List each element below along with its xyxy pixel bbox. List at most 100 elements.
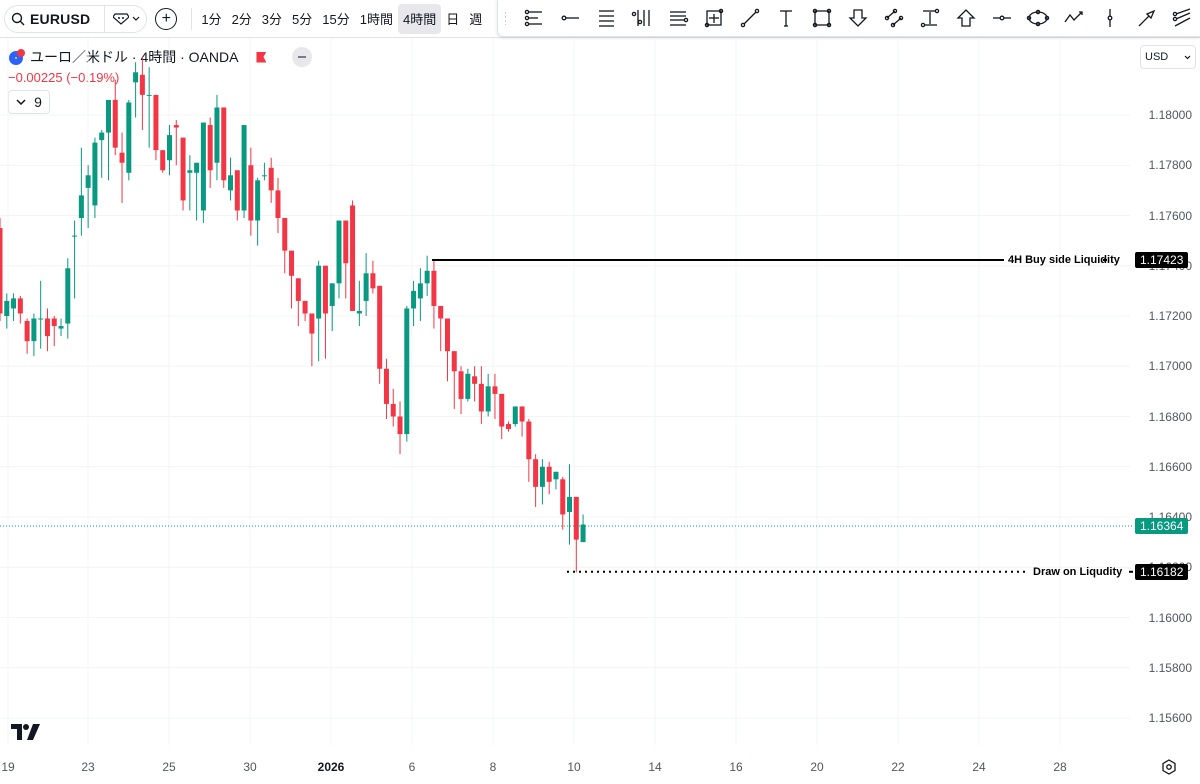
timeframe-1[interactable]: 2分 (231, 12, 252, 27)
timeframe-0[interactable]: 1分 (201, 12, 222, 27)
fib-channel-tool[interactable] (588, 2, 624, 34)
drawing-toolbar (497, 0, 1200, 37)
time-label: 2026 (317, 760, 345, 774)
drag-handle[interactable] (504, 11, 506, 25)
parallel-lines-icon (670, 11, 689, 26)
trend-channel-icon (524, 9, 542, 27)
add-symbol-button[interactable]: + (155, 7, 178, 30)
price-label: 1.17000 (1148, 359, 1192, 374)
date-price-range-icon (920, 8, 940, 28)
drawing-tools (516, 2, 1200, 34)
settings-icon[interactable] (1161, 759, 1177, 775)
fib-fan-icon (1172, 8, 1191, 27)
timeframe-7[interactable]: 日 (446, 12, 460, 27)
symbol-search[interactable]: EURUSD (4, 4, 148, 33)
draw-on-liquidity-label[interactable]: Draw on Liqudity (1033, 566, 1123, 578)
horizontal-line-tool[interactable] (984, 2, 1020, 34)
ellipse-icon (1026, 9, 1050, 27)
price-label: 1.16800 (1148, 409, 1192, 424)
price-label: 1.15600 (1148, 711, 1192, 725)
arrow-icon (1138, 9, 1156, 27)
price-change: −0.00225 (−0.19%) (8, 70, 120, 85)
vertical-line-tool[interactable] (1092, 2, 1128, 34)
price-label: 1.17800 (1148, 158, 1192, 173)
trend-channel-tool[interactable] (516, 2, 552, 34)
timeframe-5[interactable]: 1時間 (359, 12, 393, 27)
hide-legend-button[interactable] (292, 47, 313, 67)
price-label: 1.16000 (1148, 610, 1192, 625)
timeframe-2[interactable]: 3分 (261, 12, 283, 27)
timeframe-4[interactable]: 15分 (322, 12, 350, 27)
timeframe-8[interactable]: 週 (469, 12, 483, 27)
fib-fan-tool[interactable] (1164, 2, 1200, 34)
divider (104, 4, 106, 33)
arrow-tool[interactable] (1128, 2, 1164, 34)
time-label: 10 (567, 760, 581, 774)
path-tool[interactable] (1056, 2, 1092, 34)
arrow-up-icon (956, 9, 976, 27)
last-price-tag: 1.16364 (1135, 518, 1189, 534)
rectangle-tool[interactable] (804, 2, 840, 34)
time-label: 16 (729, 760, 743, 774)
compare-menu-button[interactable] (113, 12, 140, 25)
fib-channel-icon (599, 10, 614, 27)
parallel-lines-tool[interactable] (660, 2, 696, 34)
date-price-range-tool[interactable] (912, 2, 948, 34)
trend-line-icon (740, 8, 760, 28)
rectangle-projection-tool[interactable] (696, 2, 732, 34)
pitchfork-icon (631, 10, 650, 26)
divider (191, 7, 193, 30)
horizontal-ray-tool[interactable] (552, 2, 588, 34)
rectangle-icon (812, 8, 832, 28)
time-label: 24 (972, 760, 986, 774)
currency-select[interactable]: USD (1140, 45, 1196, 69)
time-label: 14 (648, 760, 662, 774)
draw-on-price-tag: 1.16182 (1135, 564, 1189, 580)
trend-line-tool[interactable] (732, 2, 768, 34)
rectangle-projection-icon (704, 8, 724, 28)
price-label: 1.18000 (1148, 108, 1192, 122)
eu-us-flag-icon (9, 49, 25, 65)
plus-icon: + (161, 9, 171, 27)
time-label: 25 (162, 760, 176, 774)
legend-title[interactable]: ユーロ／米ドル · 4時間 · OANDA (30, 49, 239, 65)
arrow-down-tool[interactable] (840, 2, 876, 34)
price-label: 1.17200 (1148, 309, 1192, 323)
horizontal-line-icon (993, 15, 1011, 21)
time-label: 23 (81, 760, 95, 774)
path-icon (1064, 11, 1083, 23)
candlestick-chart[interactable] (0, 38, 1200, 746)
time-label: 20 (810, 760, 824, 774)
timeframe-group: 1分 2分 3分 5分 15分 1時間 4時間日週 (196, 3, 487, 34)
text-tool[interactable] (768, 2, 804, 34)
parallel-segments-tool[interactable] (876, 2, 912, 34)
horizontal-ray-icon (561, 15, 579, 21)
tradingview-logo[interactable] (11, 724, 41, 740)
text-icon (780, 10, 792, 27)
ellipse-tool[interactable] (1020, 2, 1056, 34)
flag-icon[interactable] (256, 51, 267, 63)
timeframe-3[interactable]: 5分 (292, 12, 313, 27)
price-label: 1.17600 (1148, 208, 1192, 223)
price-label: 1.16600 (1148, 459, 1192, 474)
search-icon (11, 12, 25, 25)
minus-icon (298, 56, 307, 58)
pitchfork-tool[interactable] (624, 2, 660, 34)
arrow-down-icon (848, 9, 868, 27)
timeframe-6[interactable]: 4時間 (397, 3, 442, 34)
time-label: 22 (891, 760, 905, 774)
parallel-segments-icon (884, 8, 904, 28)
chevron-down-icon (16, 99, 26, 105)
diamond-icon (113, 12, 130, 25)
buy-side-liquidity-label[interactable]: 4H Buy side Liquidity (1008, 254, 1120, 266)
symbol-name[interactable]: EURUSD (30, 10, 91, 27)
arrow-up-tool[interactable] (948, 2, 984, 34)
time-label: 28 (1053, 760, 1067, 774)
chevron-down-icon (1184, 55, 1191, 59)
time-label: 30 (243, 760, 257, 774)
time-label: 8 (489, 760, 497, 774)
time-label: 6 (408, 760, 416, 774)
vertical-line-icon (1107, 9, 1113, 27)
symbol-legend: ユーロ／米ドル · 4時間 · OANDA (8, 47, 313, 67)
time-label: 19 (1, 760, 15, 774)
